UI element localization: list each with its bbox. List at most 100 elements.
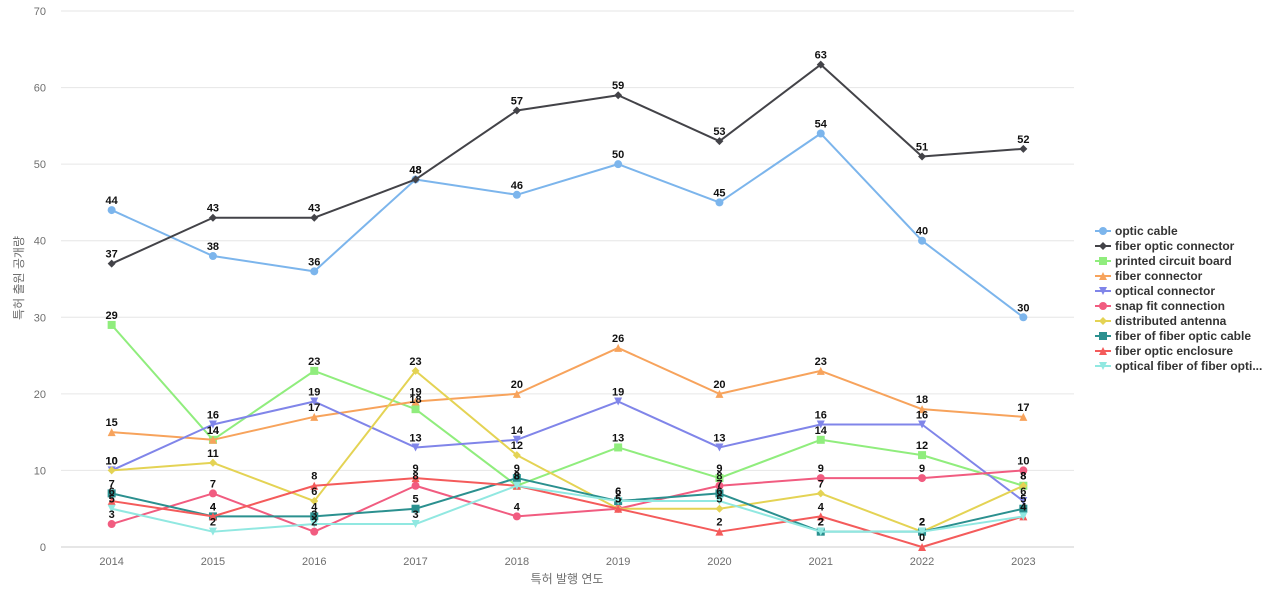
data-point[interactable] xyxy=(1019,144,1028,153)
data-point[interactable] xyxy=(1019,481,1028,490)
data-point[interactable] xyxy=(411,366,420,375)
data-point[interactable] xyxy=(310,512,319,521)
series-line[interactable] xyxy=(111,132,1024,319)
data-point[interactable] xyxy=(715,389,724,398)
data-point[interactable] xyxy=(208,512,217,521)
data-point[interactable] xyxy=(1019,497,1028,506)
legend-item[interactable]: fiber of fiber optic cable xyxy=(1095,329,1251,343)
data-point[interactable] xyxy=(208,420,217,429)
data-point[interactable] xyxy=(107,320,116,329)
data-point[interactable] xyxy=(512,474,521,483)
data-point[interactable] xyxy=(107,489,116,498)
data-point[interactable] xyxy=(918,405,927,414)
data-point[interactable] xyxy=(1019,466,1028,475)
legend-item[interactable]: optic cable xyxy=(1095,224,1178,238)
data-point[interactable] xyxy=(918,451,927,460)
data-point[interactable] xyxy=(614,160,623,169)
data-point[interactable] xyxy=(411,443,420,452)
data-point[interactable] xyxy=(816,420,825,429)
data-point[interactable] xyxy=(715,489,724,498)
series-line[interactable] xyxy=(111,400,1024,502)
data-point[interactable] xyxy=(310,481,319,490)
data-point[interactable] xyxy=(107,520,116,529)
data-point[interactable] xyxy=(614,497,623,506)
data-point[interactable] xyxy=(107,259,116,268)
data-point[interactable] xyxy=(512,106,521,115)
data-point[interactable] xyxy=(411,504,420,513)
data-point[interactable] xyxy=(715,497,724,506)
data-point[interactable] xyxy=(107,428,116,437)
data-point[interactable] xyxy=(310,213,319,222)
data-point[interactable] xyxy=(512,481,521,490)
data-point[interactable] xyxy=(816,435,825,444)
legend-item[interactable]: printed circuit board xyxy=(1095,254,1232,268)
legend-item[interactable]: fiber optic connector xyxy=(1095,239,1235,253)
data-point[interactable] xyxy=(1019,412,1028,421)
data-point[interactable] xyxy=(816,489,825,498)
data-point[interactable] xyxy=(816,60,825,69)
data-point[interactable] xyxy=(310,397,319,406)
data-point[interactable] xyxy=(310,412,319,421)
series-line[interactable] xyxy=(110,324,1024,487)
data-point[interactable] xyxy=(208,252,217,261)
data-point[interactable] xyxy=(310,520,319,529)
data-point[interactable] xyxy=(918,420,927,429)
data-point[interactable] xyxy=(715,527,724,536)
data-point[interactable] xyxy=(310,267,319,276)
data-point[interactable] xyxy=(918,236,927,245)
legend-item[interactable]: fiber optic enclosure xyxy=(1095,344,1233,358)
data-point[interactable] xyxy=(614,397,623,406)
data-point[interactable] xyxy=(411,474,420,483)
data-point[interactable] xyxy=(816,527,825,536)
data-point[interactable] xyxy=(614,443,623,452)
data-point[interactable] xyxy=(512,451,521,460)
data-point[interactable] xyxy=(918,527,927,536)
data-point[interactable] xyxy=(715,481,724,490)
data-point[interactable] xyxy=(310,497,319,506)
data-point[interactable] xyxy=(816,512,825,521)
data-point[interactable] xyxy=(411,405,420,414)
legend-item[interactable]: snap fit connection xyxy=(1095,299,1225,313)
series-line[interactable] xyxy=(111,63,1024,265)
data-point[interactable] xyxy=(107,206,116,215)
data-point[interactable] xyxy=(1019,313,1028,322)
data-point[interactable] xyxy=(107,497,116,506)
data-point[interactable] xyxy=(918,152,927,161)
data-point[interactable] xyxy=(715,474,724,483)
data-point[interactable] xyxy=(512,435,521,444)
data-point[interactable] xyxy=(411,481,420,490)
data-point[interactable] xyxy=(715,198,724,207)
data-point[interactable] xyxy=(411,397,420,406)
data-point[interactable] xyxy=(918,474,927,483)
data-point[interactable] xyxy=(208,489,217,498)
data-point[interactable] xyxy=(715,504,724,513)
data-point[interactable] xyxy=(107,466,116,475)
data-point[interactable] xyxy=(208,435,217,444)
series-line[interactable] xyxy=(111,484,1024,533)
data-point[interactable] xyxy=(1019,512,1028,521)
data-point[interactable] xyxy=(512,190,521,199)
data-point[interactable] xyxy=(512,512,521,521)
data-point[interactable] xyxy=(715,443,724,452)
data-point[interactable] xyxy=(816,474,825,483)
data-point[interactable] xyxy=(614,343,623,352)
data-point[interactable] xyxy=(715,137,724,146)
data-point[interactable] xyxy=(816,129,825,138)
data-point[interactable] xyxy=(512,389,521,398)
data-point[interactable] xyxy=(614,91,623,100)
legend-item[interactable]: distributed antenna xyxy=(1095,314,1227,328)
legend-item[interactable]: optical fiber of fiber opti... xyxy=(1095,359,1262,373)
data-point[interactable] xyxy=(310,527,319,536)
data-point[interactable] xyxy=(918,543,927,551)
data-point[interactable] xyxy=(107,504,116,513)
series-line[interactable] xyxy=(111,369,1024,533)
data-point[interactable] xyxy=(816,366,825,375)
data-point[interactable] xyxy=(310,366,319,375)
series-line[interactable] xyxy=(111,346,1024,441)
data-point[interactable] xyxy=(208,527,217,536)
series-line[interactable] xyxy=(111,469,1024,533)
data-point[interactable] xyxy=(1019,504,1028,513)
data-point[interactable] xyxy=(208,458,217,467)
data-point[interactable] xyxy=(411,175,420,184)
